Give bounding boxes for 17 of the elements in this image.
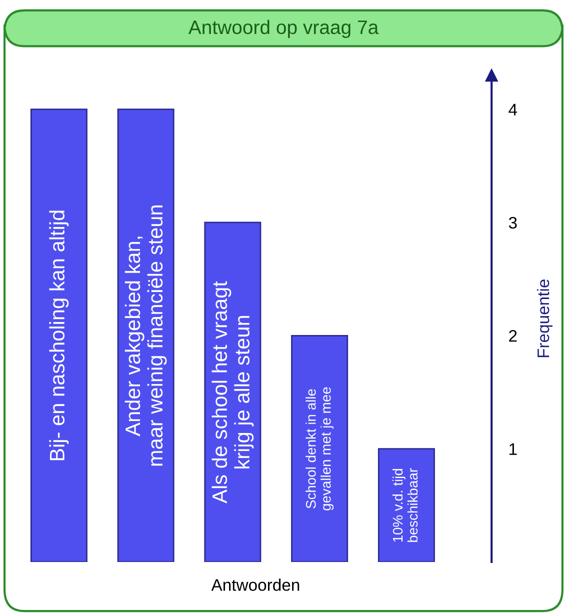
- y-tick-label: 4: [508, 104, 518, 116]
- y-tick-label: 3: [508, 216, 517, 229]
- bar: [117, 108, 174, 562]
- chart-title: Antwoord op vraag 7a: [188, 20, 379, 38]
- bar: [378, 448, 435, 562]
- x-tick-label: Bij- en nascholing kan altijd: [49, 210, 69, 460]
- x-tick-label: Als de school het vraagt krijg je alle steun: [212, 281, 254, 504]
- bar: [291, 334, 348, 562]
- x-tick-label: School denkt in alle gevallen met je mee: [306, 387, 334, 510]
- x-tick-label: Ander vakgebied kan, maar weinig financiële steun: [124, 206, 167, 466]
- bar: [204, 222, 262, 562]
- y-tick-label: 1: [510, 443, 517, 455]
- x-axis-title: Antwoorden: [211, 578, 300, 591]
- bar: [30, 108, 88, 562]
- y-tick-label: 2: [509, 330, 517, 342]
- x-tick-label: 10% v.d. tijd beschikbaar: [392, 468, 418, 542]
- y-axis-title: Frequentie: [536, 280, 553, 358]
